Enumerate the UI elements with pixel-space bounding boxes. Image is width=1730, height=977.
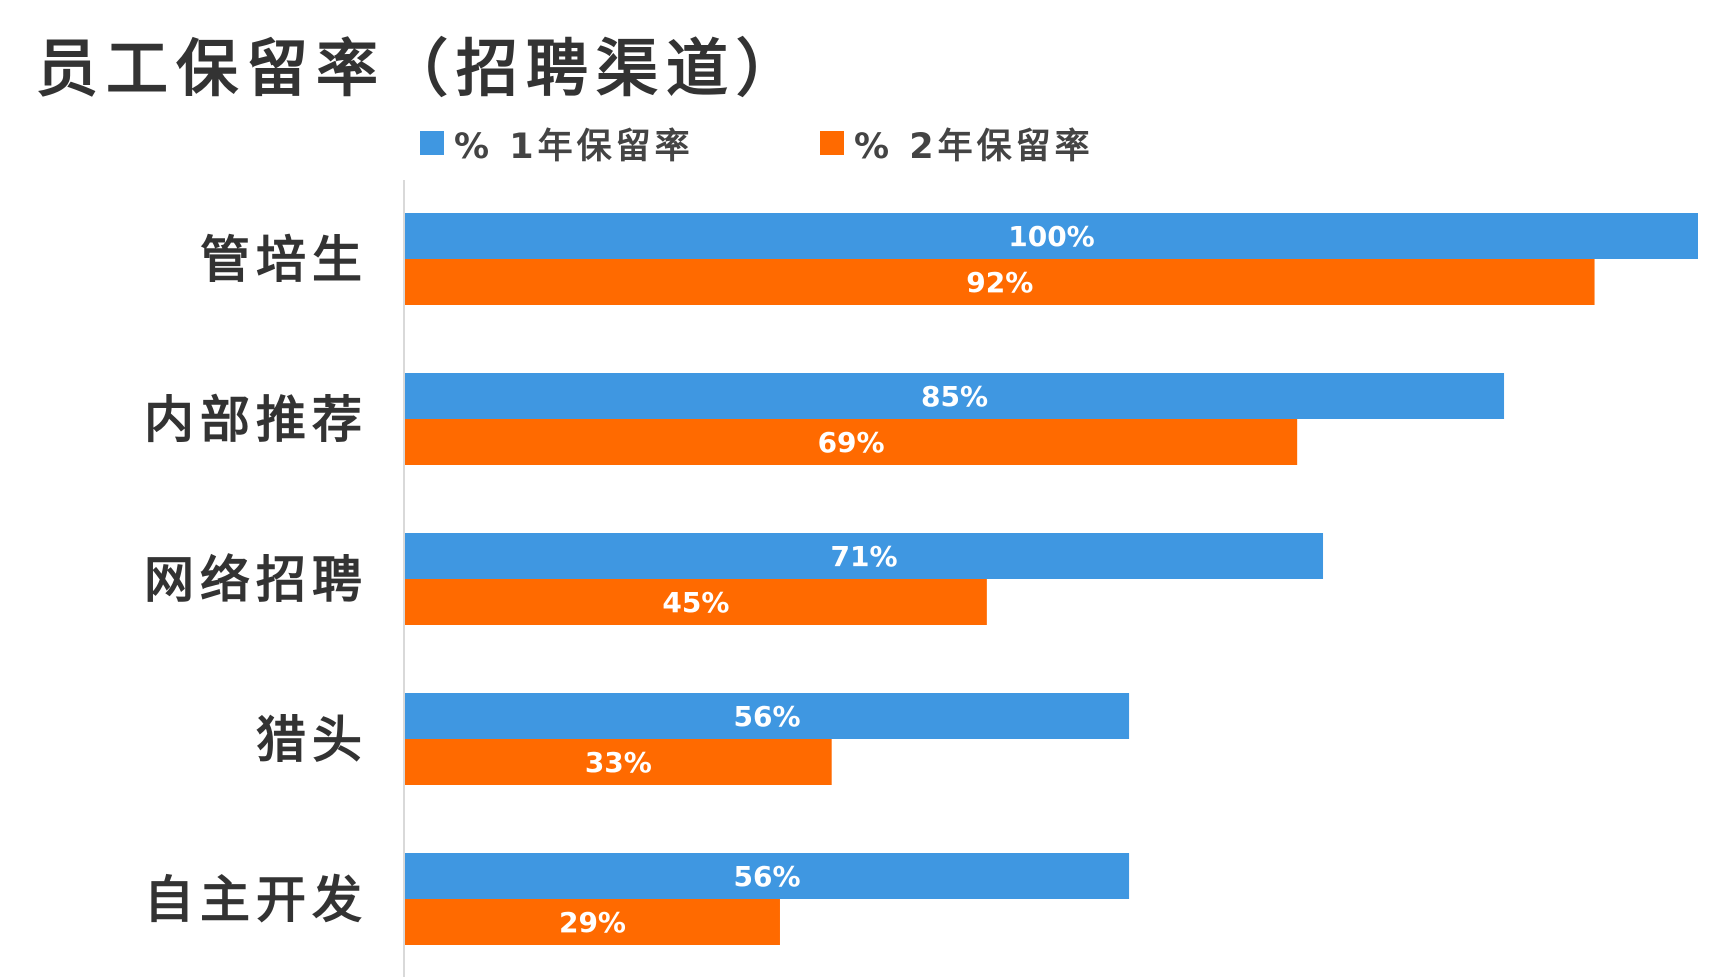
data-label: 85% [921, 380, 988, 413]
category-label: 自主开发 [144, 871, 368, 929]
bar-2yr [405, 259, 1595, 305]
category-label: 内部推荐 [144, 391, 368, 449]
data-label: 45% [662, 586, 729, 619]
data-label: 56% [734, 700, 801, 733]
bar-1yr [405, 853, 1130, 899]
data-label: 71% [830, 540, 897, 573]
legend-label-1yr: % 1年保留率 [454, 126, 694, 167]
data-label: 29% [559, 906, 626, 939]
category-label: 管培生 [200, 231, 368, 289]
legend-swatch-1yr [420, 131, 444, 155]
bar-2yr [405, 419, 1298, 465]
bar-2yr [405, 579, 987, 625]
data-label: 56% [734, 860, 801, 893]
category-label: 网络招聘 [144, 551, 368, 609]
legend-label-2yr: % 2年保留率 [854, 126, 1094, 167]
data-label: 100% [1008, 220, 1095, 253]
bar-2yr [405, 739, 832, 785]
data-label: 69% [818, 426, 885, 459]
bar-1yr [405, 533, 1324, 579]
category-label: 猎头 [256, 711, 368, 769]
legend: % 1年保留率 % 2年保留率 [420, 118, 1420, 168]
bar-1yr [405, 213, 1698, 259]
data-label: 33% [585, 746, 652, 779]
bar-1yr [405, 373, 1505, 419]
legend-item-1yr: % 1年保留率 [420, 118, 694, 168]
chart-title: 员工保留率（招聘渠道） [36, 32, 807, 105]
legend-swatch-2yr [820, 131, 844, 155]
bar-2yr [405, 899, 780, 945]
data-label: 92% [966, 266, 1033, 299]
legend-item-2yr: % 2年保留率 [820, 118, 1094, 168]
bar-1yr [405, 693, 1130, 739]
